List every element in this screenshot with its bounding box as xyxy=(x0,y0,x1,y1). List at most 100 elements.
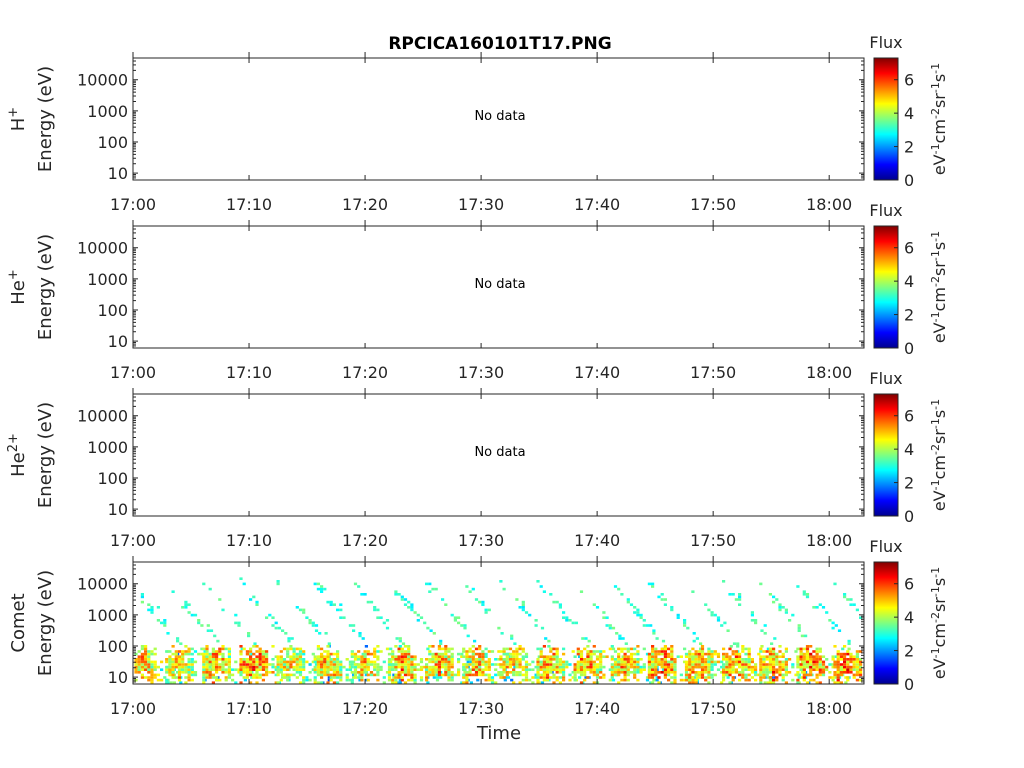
heatmap-cell xyxy=(366,650,370,653)
heatmap-cell xyxy=(809,673,813,677)
heatmap-cell xyxy=(403,668,408,671)
heatmap-cell xyxy=(348,668,352,671)
heatmap-cell xyxy=(626,671,630,674)
heatmap-cell xyxy=(302,668,306,671)
heatmap-cell xyxy=(670,658,674,661)
heatmap-cell xyxy=(462,668,466,671)
heatmap-cell xyxy=(398,678,402,682)
heatmap-cell xyxy=(320,671,324,674)
heatmap-cell xyxy=(397,673,401,677)
heatmap-cell xyxy=(667,668,671,671)
heatmap-cell xyxy=(694,650,698,653)
heatmap-cell xyxy=(403,645,408,648)
heatmap-cell xyxy=(731,678,735,682)
heatmap-cell xyxy=(447,647,451,651)
heatmap-cell xyxy=(542,645,546,648)
heatmap-cell xyxy=(255,603,259,606)
heatmap-cell xyxy=(437,665,441,669)
heatmap-cell xyxy=(144,655,148,658)
heatmap-cell xyxy=(852,676,856,679)
heatmap-cell xyxy=(768,647,772,651)
heatmap-cell xyxy=(505,658,509,661)
heatmap-cell xyxy=(847,647,851,651)
heatmap-cell xyxy=(239,665,243,669)
heatmap-cell xyxy=(683,624,687,627)
heatmap-cell xyxy=(364,678,368,682)
heatmap-cell xyxy=(617,587,621,591)
heatmap-cell xyxy=(846,668,850,671)
heatmap-cell xyxy=(373,663,377,666)
heatmap-cell xyxy=(539,676,543,679)
heatmap-cell xyxy=(249,660,253,664)
heatmap-cell xyxy=(481,660,485,664)
heatmap-cell xyxy=(410,606,414,609)
heatmap-cell xyxy=(772,681,776,684)
heatmap-cell xyxy=(450,647,454,651)
heatmap-cell xyxy=(691,652,695,656)
heatmap-cell xyxy=(772,660,776,664)
heatmap-cell xyxy=(187,671,191,674)
heatmap-cell xyxy=(515,663,519,666)
heatmap-cell xyxy=(720,671,724,674)
heatmap-cell xyxy=(193,650,198,653)
heatmap-cell xyxy=(812,668,816,671)
heatmap-cell xyxy=(670,668,674,671)
heatmap-cell xyxy=(576,663,580,666)
heatmap-cell xyxy=(255,673,259,677)
heatmap-cell xyxy=(558,606,562,609)
heatmap-cell xyxy=(704,663,708,666)
heatmap-cell xyxy=(147,678,151,682)
heatmap-cell xyxy=(633,663,637,666)
heatmap-cell xyxy=(478,652,482,656)
heatmap-cell xyxy=(426,681,430,684)
heatmap-cell xyxy=(205,671,209,674)
heatmap-cell xyxy=(725,660,729,664)
heatmap-cell xyxy=(617,647,621,651)
heatmap-cell xyxy=(772,647,776,651)
heatmap-cell xyxy=(478,658,482,661)
heatmap-cell xyxy=(512,652,516,656)
heatmap-cell xyxy=(663,658,667,661)
heatmap-cell xyxy=(379,665,383,669)
heatmap-cell xyxy=(353,665,358,669)
colorbar xyxy=(873,57,899,181)
heatmap-cell xyxy=(626,598,630,601)
heatmap-cell xyxy=(227,668,231,671)
heatmap-cell xyxy=(784,611,788,614)
heatmap-cell xyxy=(794,673,798,677)
heatmap-cell xyxy=(324,632,328,635)
heatmap-cell xyxy=(373,660,377,664)
heatmap-cell xyxy=(187,660,191,664)
heatmap-cell xyxy=(546,676,550,679)
heatmap-cell xyxy=(805,645,810,648)
heatmap-cell xyxy=(691,668,695,671)
heatmap-cell xyxy=(778,650,782,653)
plot-frame xyxy=(132,57,865,181)
heatmap-cell xyxy=(463,626,467,630)
heatmap-cell xyxy=(313,681,317,684)
heatmap-cell xyxy=(302,611,306,614)
heatmap-cell xyxy=(394,665,398,669)
heatmap-cell xyxy=(602,655,606,658)
heatmap-cell xyxy=(434,660,438,664)
heatmap-cell xyxy=(649,681,653,684)
heatmap-cell xyxy=(534,673,538,677)
heatmap-cell xyxy=(140,663,144,666)
heatmap-cell xyxy=(765,655,769,658)
heatmap-cell xyxy=(239,650,243,653)
heatmap-cell xyxy=(316,645,320,648)
heatmap-cell xyxy=(821,655,826,658)
heatmap-cell xyxy=(227,647,231,651)
heatmap-cell xyxy=(642,668,646,671)
heatmap-cell xyxy=(704,676,708,679)
heatmap-cell xyxy=(174,660,178,664)
heatmap-cell xyxy=(308,619,312,622)
heatmap-cell xyxy=(323,660,327,664)
unit-part: s xyxy=(930,74,949,82)
heatmap-cell xyxy=(447,668,451,671)
heatmap-cell xyxy=(258,647,262,651)
heatmap-cell xyxy=(512,655,516,658)
heatmap-cell xyxy=(352,629,356,632)
heatmap-cell xyxy=(802,676,806,679)
unit-exponent: -1 xyxy=(929,82,942,93)
